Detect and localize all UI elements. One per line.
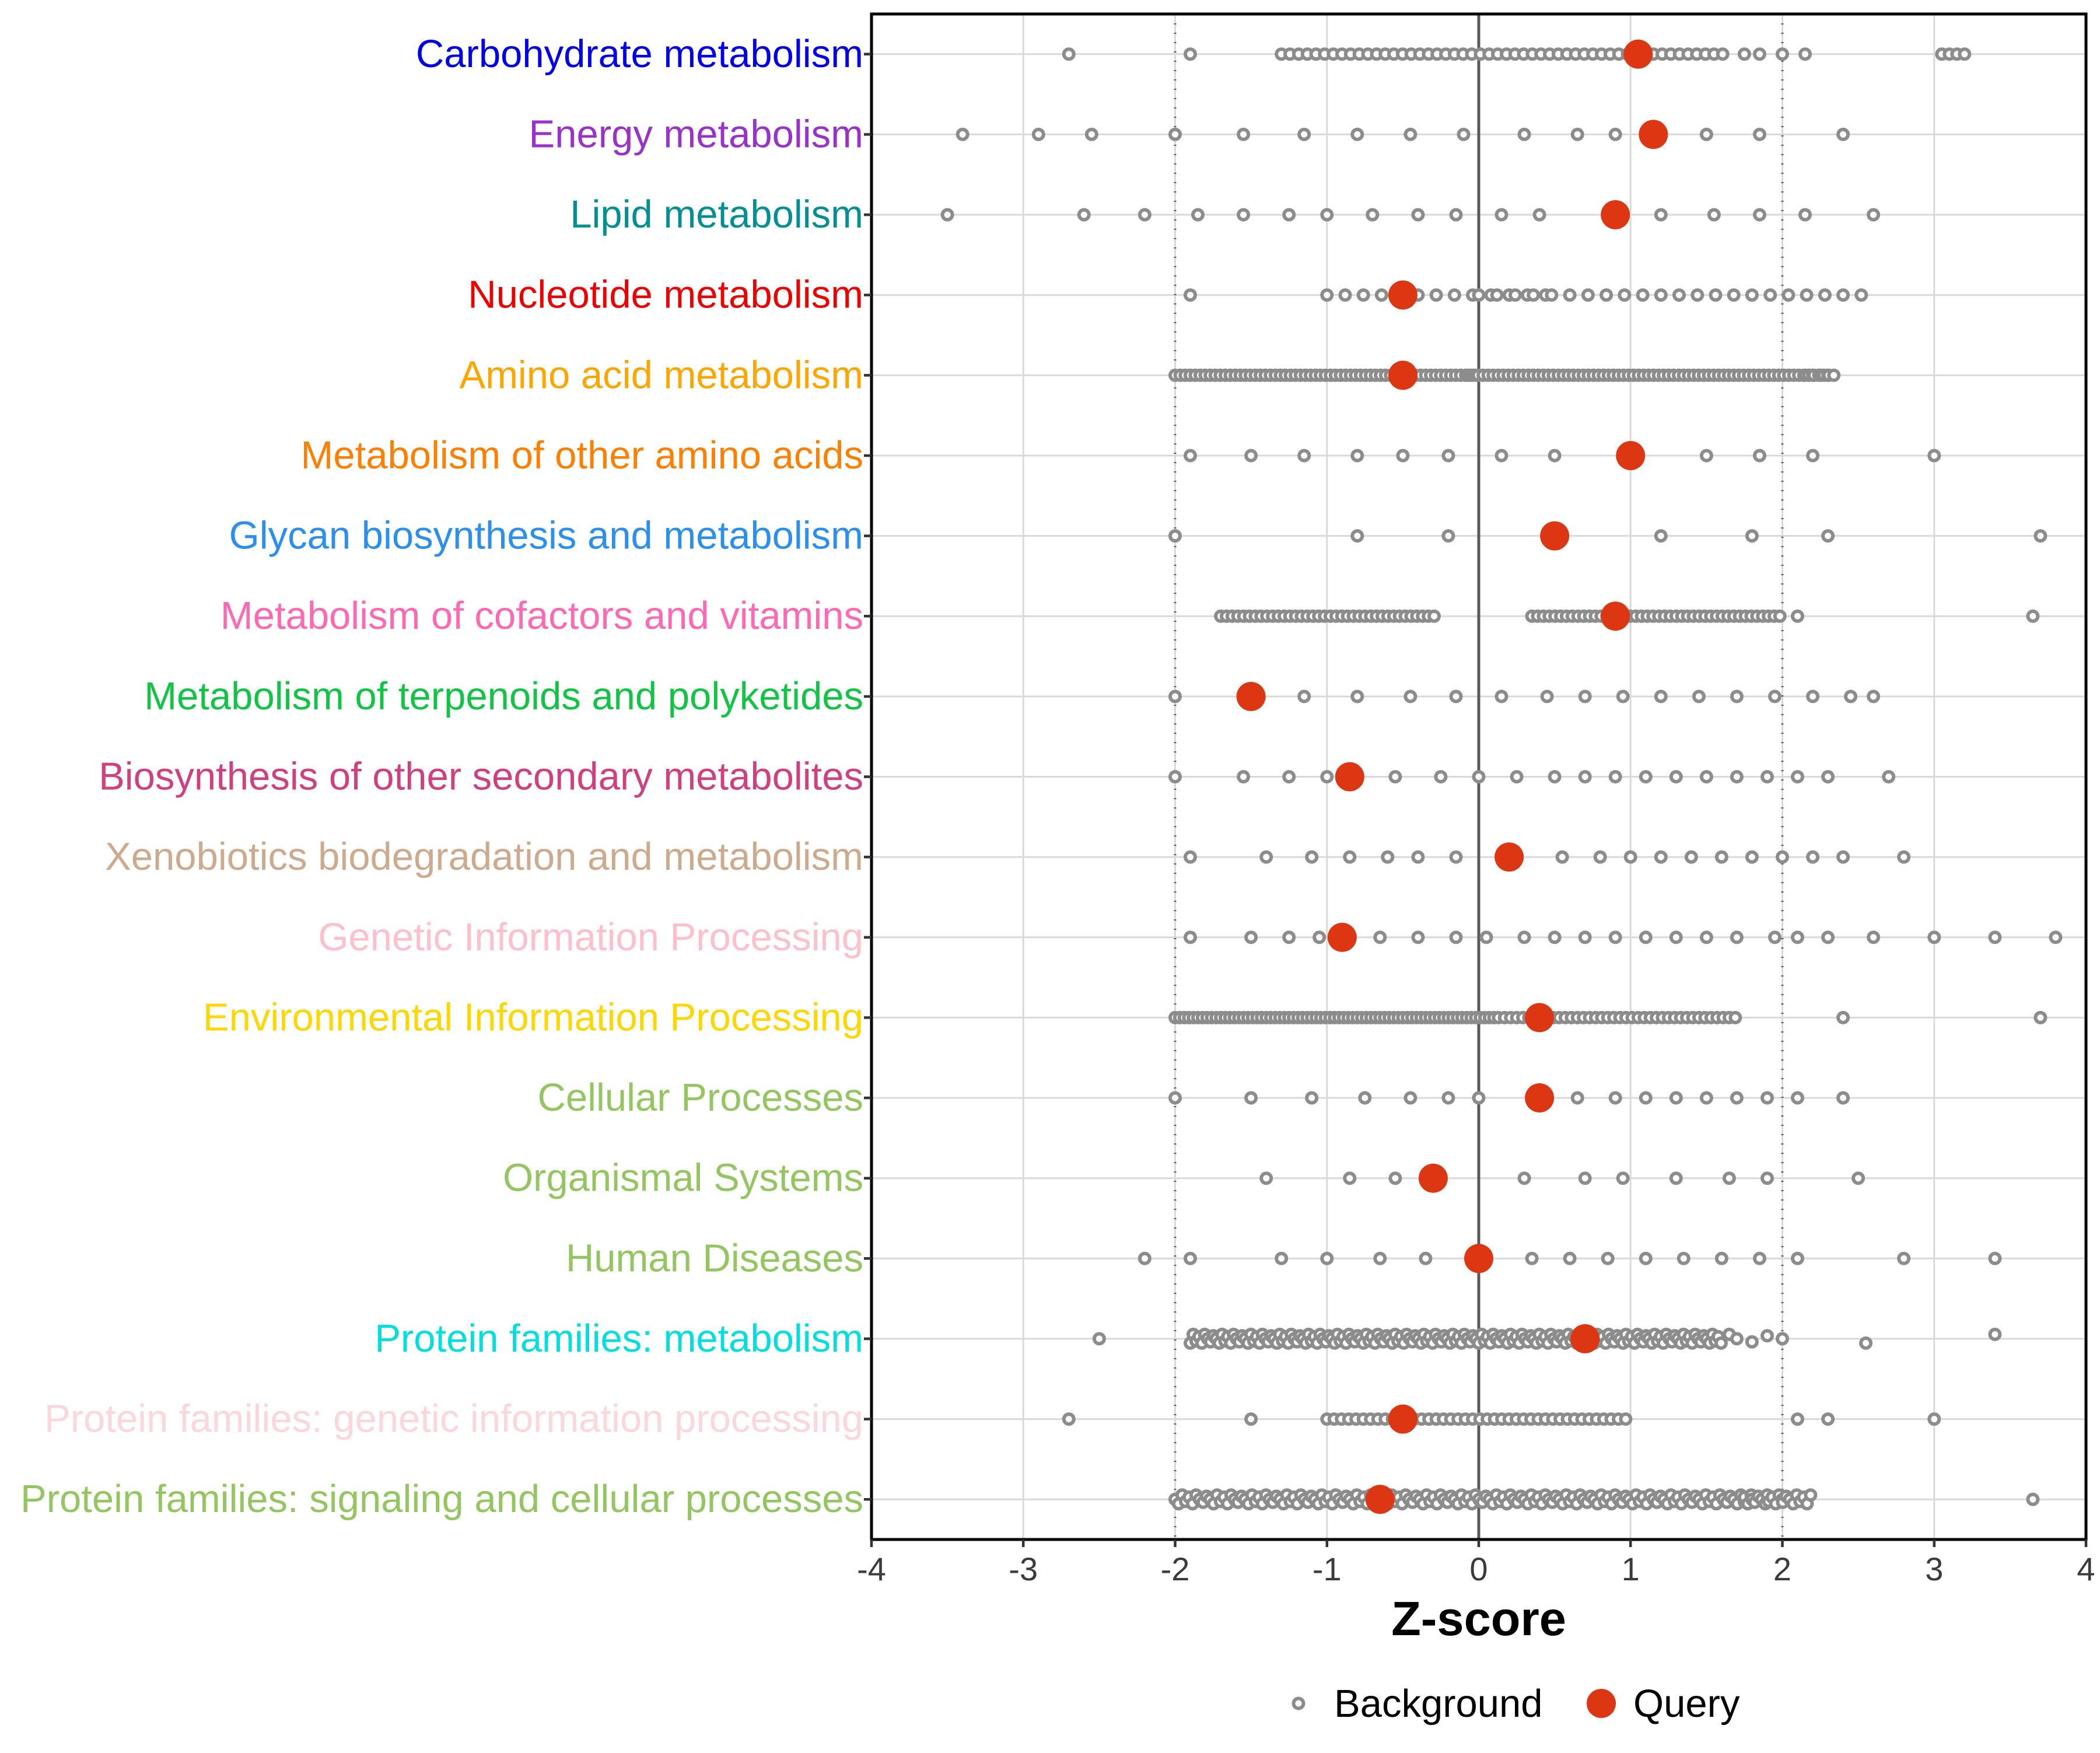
svg-text:0: 0 <box>1469 1551 1488 1587</box>
svg-text:Human Diseases: Human Diseases <box>566 1236 863 1280</box>
svg-text:Environmental Information Proc: Environmental Information Processing <box>203 995 863 1039</box>
svg-text:1: 1 <box>1622 1551 1640 1587</box>
svg-text:Protein families: metabolism: Protein families: metabolism <box>374 1317 863 1360</box>
svg-text:Energy metabolism: Energy metabolism <box>529 112 863 156</box>
svg-text:Metabolism of cofactors and vi: Metabolism of cofactors and vitamins <box>220 594 863 638</box>
svg-text:Biosynthesis of other secondar: Biosynthesis of other secondary metaboli… <box>99 755 863 799</box>
svg-text:3: 3 <box>1925 1551 1943 1587</box>
svg-text:Query: Query <box>1633 1682 1740 1726</box>
svg-text:Organismal Systems: Organismal Systems <box>503 1156 863 1200</box>
svg-text:4: 4 <box>2077 1551 2095 1587</box>
svg-text:Amino acid metabolism: Amino acid metabolism <box>459 353 863 397</box>
svg-text:Cellular Processes: Cellular Processes <box>537 1076 863 1119</box>
svg-text:Z-score: Z-score <box>1391 1591 1566 1646</box>
svg-text:Lipid metabolism: Lipid metabolism <box>570 193 863 236</box>
svg-text:Genetic Information Processing: Genetic Information Processing <box>318 915 863 959</box>
svg-text:Xenobiotics biodegradation and: Xenobiotics biodegradation and metabolis… <box>105 835 863 879</box>
svg-text:Protein families: genetic info: Protein families: genetic information pr… <box>44 1397 863 1441</box>
svg-text:-2: -2 <box>1161 1551 1190 1587</box>
svg-text:Protein families: signaling an: Protein families: signaling and cellular… <box>20 1477 863 1521</box>
svg-text:Metabolism of other amino acid: Metabolism of other amino acids <box>301 433 864 477</box>
svg-text:2: 2 <box>1773 1551 1791 1587</box>
svg-text:Glycan biosynthesis and metabo: Glycan biosynthesis and metabolism <box>229 514 863 558</box>
svg-text:-1: -1 <box>1312 1551 1342 1587</box>
svg-text:Metabolism of terpenoids and p: Metabolism of terpenoids and polyketides <box>144 674 863 718</box>
svg-text:-4: -4 <box>857 1551 886 1587</box>
svg-text:Background: Background <box>1334 1682 1543 1726</box>
svg-text:Carbohydrate metabolism: Carbohydrate metabolism <box>416 32 863 76</box>
svg-text:-3: -3 <box>1009 1551 1038 1587</box>
svg-text:Nucleotide metabolism: Nucleotide metabolism <box>468 273 863 317</box>
